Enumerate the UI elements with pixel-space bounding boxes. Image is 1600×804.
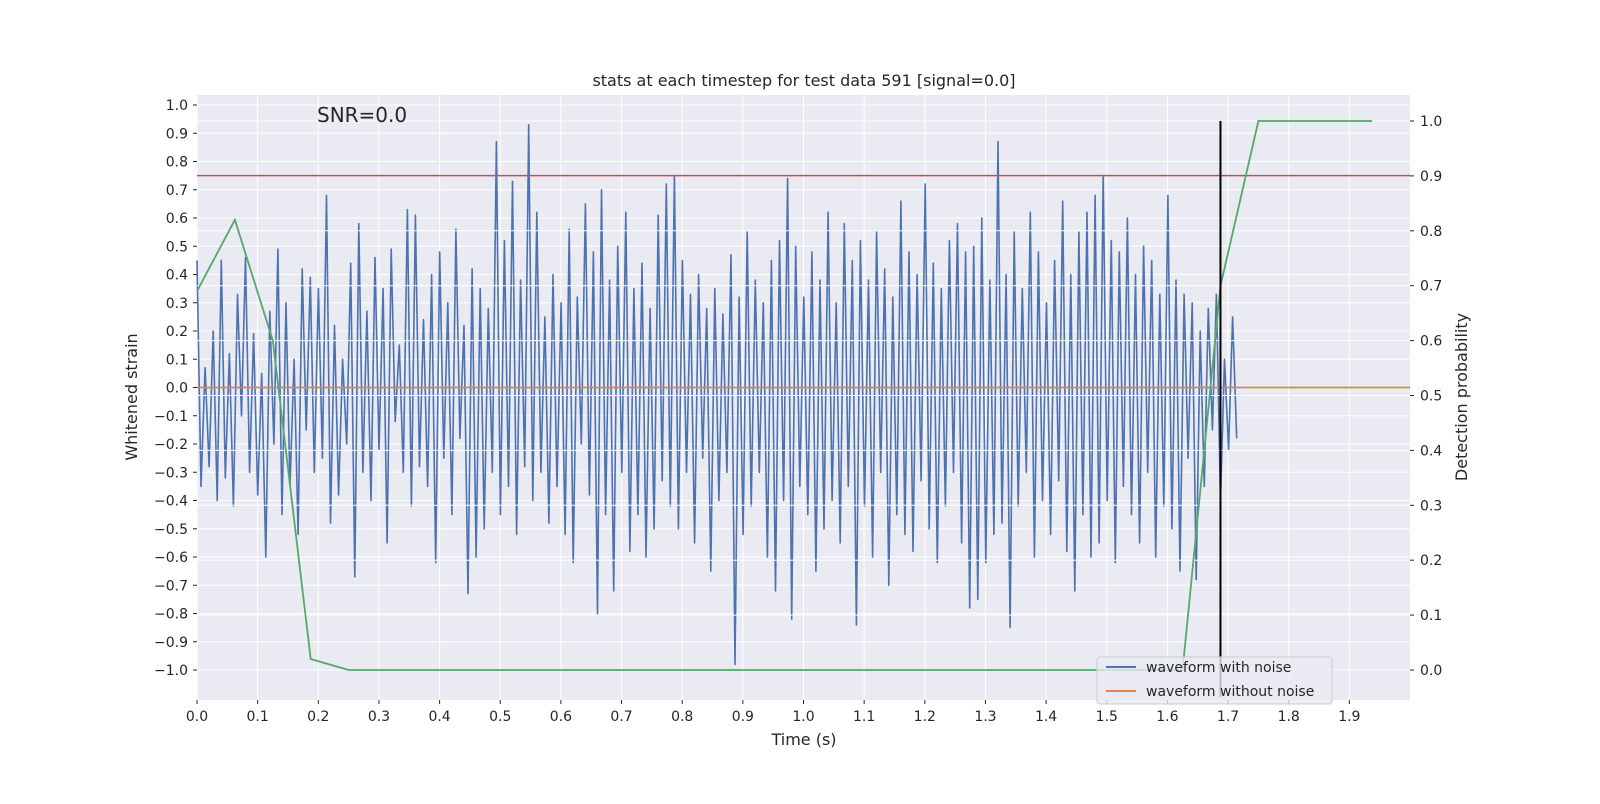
y-left-tick-label: 0.0 [166,381,188,397]
x-tick-label: 1.7 [1217,709,1239,725]
y-left-tick-label: 0.5 [166,239,188,255]
x-tick-label: 0.3 [368,709,390,725]
y-left-tick-label: −0.5 [154,522,188,538]
y-right-tick-label: 0.1 [1420,608,1442,624]
x-tick-label: 0.7 [610,709,632,725]
y-right-tick-label: 0.4 [1420,443,1442,459]
y-right-tick-label: 0.5 [1420,389,1442,405]
y-left-tick-label: 0.6 [166,211,188,227]
x-tick-label: 1.3 [974,709,996,725]
y-left-tick-label: −0.8 [154,607,188,623]
legend-label-clean: waveform without noise [1146,684,1314,700]
x-tick-label: 1.6 [1156,709,1178,725]
y-right-tick-label: 0.6 [1420,334,1442,350]
y-right-tick-label: 0.9 [1420,169,1442,185]
overlays [196,120,1410,697]
legend-box [1096,656,1333,705]
x-tick-label: 0.0 [186,709,208,725]
chart-title: stats at each timestep for test data 591… [592,71,1015,90]
x-tick-label: 1.1 [853,709,875,725]
x-tick-label: 0.8 [671,709,693,725]
y-left-tick-label: 0.9 [166,126,188,142]
x-tick-label: 1.8 [1278,709,1300,725]
x-tick-label: 1.4 [1035,709,1057,725]
x-tick-label: 0.6 [550,709,572,725]
x-tick-label: 1.9 [1338,709,1360,725]
x-tick-label: 1.5 [1096,709,1118,725]
y-left-tick-label: 0.7 [166,183,188,199]
probability-line [196,120,1373,671]
y-left-tick-label: −0.4 [154,494,188,510]
noise-series [196,124,1238,666]
y-left-tick-label: −0.9 [154,635,188,651]
legend: waveform with noise waveform without noi… [1096,656,1333,705]
y-right-tick-label: 0.0 [1420,663,1442,679]
y-left-tick-label: 1.0 [166,98,188,114]
y-axis-label-left: Whitened strain [122,333,141,460]
y-right-tick-label: 1.0 [1420,114,1442,130]
y-left-tick-label: −0.3 [154,465,188,481]
snr-annotation: SNR=0.0 [317,103,407,127]
y-left-tick-label: 0.8 [166,155,188,171]
y-left-tick-label: 0.4 [166,268,188,284]
x-tick-label: 0.1 [247,709,269,725]
x-tick-label: 0.9 [732,709,754,725]
y-right-tick-label: 0.2 [1420,553,1442,569]
ticks: 0.0 0.1 0.2 0.3 0.4 0.5 0.6 0.7 0.8 0.9 1.0 1.1 1.2 1… [154,98,1442,725]
y-left-tick-label: −1.0 [154,663,188,679]
y-left-tick-label: 0.1 [166,352,188,368]
x-tick-label: 0.5 [489,709,511,725]
y-left-tick-label: 0.2 [166,324,188,340]
y-axis-label-right: Detection probability [1452,313,1471,481]
y-left-tick-label: −0.2 [154,437,188,453]
y-right-tick-label: 0.7 [1420,279,1442,295]
x-tick-label: 0.4 [428,709,450,725]
grid-left [196,95,1410,700]
y-left-tick-label: 0.3 [166,296,188,312]
y-right-tick-label: 0.8 [1420,224,1442,240]
y-left-tick-label: −0.6 [154,550,188,566]
x-tick-label: 1.2 [914,709,936,725]
noise-line [196,124,1238,666]
y-right-tick-label: 0.3 [1420,498,1442,514]
y-left-tick-label: −0.7 [154,578,188,594]
x-tick-label: 1.0 [792,709,814,725]
x-axis-label: Time (s) [770,730,836,749]
x-tick-label: 0.2 [307,709,329,725]
legend-label-noise: waveform with noise [1146,660,1291,676]
y-left-tick-label: −0.1 [154,409,188,425]
